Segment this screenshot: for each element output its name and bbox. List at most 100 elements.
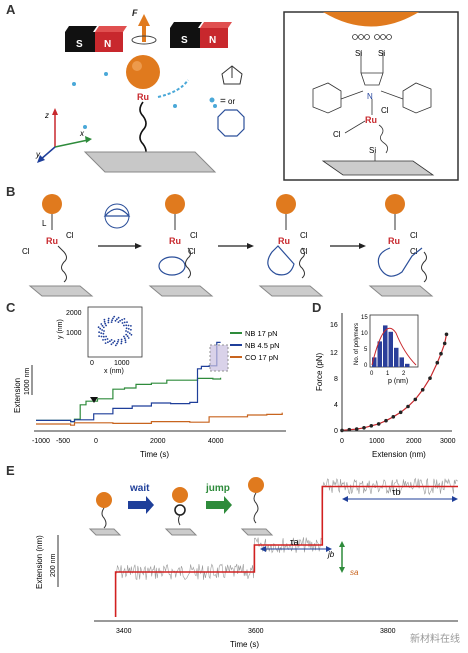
d-xtick-2: 2000 <box>406 438 422 445</box>
c-inset-point <box>124 341 127 344</box>
mechanism-step-3: Ru Cl Cl <box>258 194 324 297</box>
d-ylabel: Force (pN) <box>315 352 324 391</box>
inset-si-3: Si <box>369 146 376 155</box>
c-inset-point <box>117 339 120 341</box>
d-point <box>428 376 432 380</box>
xyz-axes: z x y <box>35 108 92 163</box>
c-inset-point <box>126 321 128 323</box>
d-hist-bar <box>405 363 410 367</box>
axis-x: x <box>79 129 85 138</box>
c-inset-point <box>104 338 107 341</box>
c-inset-point <box>127 324 130 327</box>
magnetic-bead <box>126 55 160 89</box>
d-ytick-0: 0 <box>334 428 338 435</box>
e-xtick-2: 3800 <box>380 628 396 635</box>
c-inset-point <box>107 341 109 344</box>
panel-a-schematic: S N S N F Ru z x y = <box>35 8 245 173</box>
d-point <box>439 351 443 356</box>
magnet-right: S N <box>170 22 232 48</box>
c-inset-point <box>110 339 113 341</box>
atom-cl-1b: Cl <box>22 247 30 256</box>
c-xtick-3: 2000 <box>150 438 166 445</box>
c-inset-point <box>100 323 103 325</box>
panel-d-chart: 0 4 8 12 16 0 1000 2000 3000 Extension (… <box>315 313 456 459</box>
inset-si-2: Si <box>378 49 385 58</box>
c-legend-2: CO 17 pN <box>245 353 278 362</box>
c-inset-point <box>127 337 130 339</box>
panel-b-letter: B <box>6 184 16 199</box>
panel-e-chart: wait jump τa τb jb sa 3400 3600 3800 Tim… <box>35 477 459 649</box>
c-inset-point <box>100 332 103 334</box>
atom-cl-2b: Cl <box>188 247 196 256</box>
ru-label-a: Ru <box>137 92 149 102</box>
d-xtick-1: 1000 <box>369 438 385 445</box>
e-scalebar-label: 200 nm <box>50 553 57 577</box>
d-ytick-1: 4 <box>334 402 338 409</box>
d-inset-ytick-0: 0 <box>364 363 368 369</box>
equals-sign: = <box>220 96 226 107</box>
atom-ru-1: Ru <box>46 236 58 246</box>
c-inset-xtick-0: 0 <box>90 360 94 367</box>
atom-ru-4: Ru <box>388 236 400 246</box>
c-inset-point <box>109 340 111 343</box>
atom-ru-3: Ru <box>278 236 290 246</box>
c-inset-point <box>107 319 110 322</box>
c-inset-point <box>104 322 107 325</box>
or-label: or <box>228 97 235 106</box>
panel-b-mechanism: L Ru Cl Cl Ru Cl Cl Ru Cl Cl Ru Cl Cl <box>22 194 434 297</box>
d-hist-bar <box>399 357 404 367</box>
c-inset-point <box>106 338 109 340</box>
c-ylabel: Extension <box>13 378 22 413</box>
c-inset-point <box>107 321 110 324</box>
atom-cl-1a: Cl <box>66 231 74 240</box>
c-inset-point <box>123 321 126 324</box>
c-inset-ytick-0: 2000 <box>66 310 82 317</box>
c-inset-xtick-1: 1000 <box>114 360 130 367</box>
c-xlabel: Time (s) <box>140 450 169 459</box>
e-xlabel: Time (s) <box>230 640 259 649</box>
d-hist-bar <box>383 325 388 367</box>
c-inset-point <box>130 328 132 331</box>
force-arrow-icon: F <box>131 8 157 45</box>
d-inset-ytick-3: 15 <box>361 315 368 321</box>
e-raw-trace <box>115 477 459 580</box>
c-inset-point <box>110 321 113 323</box>
e-xtick-0: 3400 <box>116 628 132 635</box>
c-inset-xy: 2000 1000 0 1000 x (nm) y (nm) <box>57 306 143 375</box>
atom-cl-2a: Cl <box>190 231 198 240</box>
d-point <box>354 427 359 431</box>
c-inset-point <box>105 335 107 338</box>
mechanism-step-4: Ru Cl Cl <box>368 194 434 297</box>
d-point <box>376 422 381 426</box>
glass-surface <box>83 151 217 173</box>
d-point <box>384 418 388 423</box>
c-inset-point <box>102 335 105 338</box>
c-inset-xlabel: x (nm) <box>104 368 124 375</box>
d-inset-ytick-2: 10 <box>361 331 368 337</box>
inset-cl-1: Cl <box>381 106 389 115</box>
c-inset-point <box>107 317 110 320</box>
magnet-left-n: N <box>104 39 111 50</box>
c-legend-0: NB 17 pN <box>245 329 278 338</box>
c-inset-point <box>113 340 116 343</box>
c-inset-point <box>130 325 132 327</box>
c-inset-point <box>125 330 127 332</box>
panel-e-letter: E <box>6 463 15 478</box>
c-inset-point <box>102 339 104 341</box>
tau-a-label: τa <box>290 537 299 547</box>
c-inset-ylabel: y (nm) <box>57 319 64 339</box>
c-inset-point <box>98 331 100 334</box>
d-hist-bar <box>394 347 399 367</box>
atom-cl-4b: Cl <box>410 247 418 256</box>
force-label: F <box>132 8 138 18</box>
c-inset-point <box>126 335 129 338</box>
c-inset-point <box>110 343 113 346</box>
c-inset-point <box>127 331 129 333</box>
d-hist-fit <box>371 327 417 366</box>
d-point <box>391 415 396 419</box>
c-series-1 <box>36 341 221 423</box>
d-point <box>420 388 425 392</box>
d-hist-bar <box>388 331 393 367</box>
magnet-right-s: S <box>181 35 188 46</box>
d-inset-xtick-0: 0 <box>370 371 374 377</box>
